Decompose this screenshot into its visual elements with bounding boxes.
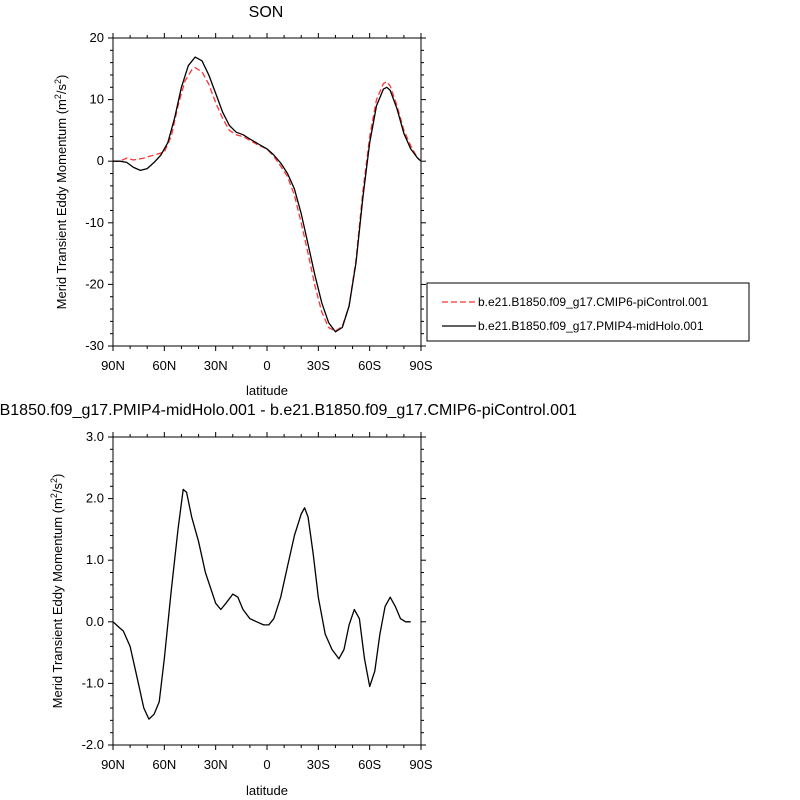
x-tick-label: 90S [409, 757, 432, 772]
x-tick-label: 60N [152, 358, 176, 373]
x-tick-label: 90S [409, 358, 432, 373]
x-tick-label: 30N [204, 757, 228, 772]
legend-label-midholo: b.e21.B1850.f09_g17.PMIP4-midHolo.001 [478, 319, 704, 333]
legend-label-picontrol: b.e21.B1850.f09_g17.CMIP6-piControl.001 [478, 295, 708, 309]
chart-title: SON [249, 4, 284, 21]
series-layer [113, 56, 422, 333]
x-tick-label: 0 [263, 757, 270, 772]
x-axis-label: latitude [246, 383, 288, 398]
plot-frame [112, 37, 422, 347]
x-tick-label: 30S [307, 358, 330, 373]
y-tick-label: 0.0 [86, 614, 104, 629]
x-tick-label: 30N [204, 358, 228, 373]
y-tick-label: 2.0 [86, 491, 104, 506]
y-tick-label: -2.0 [82, 737, 104, 752]
y-tick-label: 3.0 [86, 429, 104, 444]
x-tick-label: 60N [152, 757, 176, 772]
y-tick-label: -10 [85, 215, 104, 230]
y-tick-label: 0 [97, 153, 104, 168]
x-tick-label: 60S [358, 358, 381, 373]
y-tick-label: 10 [90, 92, 104, 107]
y-axis-label: Merid Transient Eddy Momentum (m2/s2) [53, 75, 69, 310]
legend: b.e21.B1850.f09_g17.CMIP6-piControl.001 … [426, 282, 750, 342]
series-line-1 [113, 56, 422, 333]
y-axis-ticks: -2.0 -1.0 0.0 1.0 2.0 3.0 [82, 429, 426, 752]
y-axis-ticks: -30 -20 -10 0 10 20 [85, 30, 426, 353]
y-tick-label: -1.0 [82, 675, 104, 690]
x-axis-ticks: 90N 60N 30N 0 30S 60S 90S [101, 33, 433, 373]
x-tick-label: 90N [101, 757, 125, 772]
y-tick-label: -30 [85, 338, 104, 353]
x-axis-ticks: 90N 60N 30N 0 30S 60S 90S [101, 432, 433, 772]
x-axis-label: latitude [246, 783, 288, 798]
top-chart: SON -30 -20 -10 0 10 20 90N 60N 30N 0 30S 60S 90S l… [53, 4, 750, 398]
y-tick-label: -20 [85, 276, 104, 291]
legend-box [426, 282, 750, 342]
series-layer [112, 488, 411, 720]
x-tick-label: 60S [358, 757, 381, 772]
chart-title: b.e21.B1850.f09_g17.PMIP4-midHolo.001 - … [0, 402, 577, 419]
y-tick-label: 20 [90, 30, 104, 45]
x-tick-label: 0 [263, 358, 270, 373]
y-tick-label: 1.0 [86, 552, 104, 567]
x-tick-label: 90N [101, 358, 125, 373]
series-line-0 [113, 66, 422, 332]
bottom-chart: b.e21.B1850.f09_g17.PMIP4-midHolo.001 - … [0, 402, 577, 798]
x-tick-label: 30S [307, 757, 330, 772]
series-line-0 [112, 488, 411, 720]
y-axis-label: Merid Transient Eddy Momentum (m2/s2) [49, 474, 65, 709]
